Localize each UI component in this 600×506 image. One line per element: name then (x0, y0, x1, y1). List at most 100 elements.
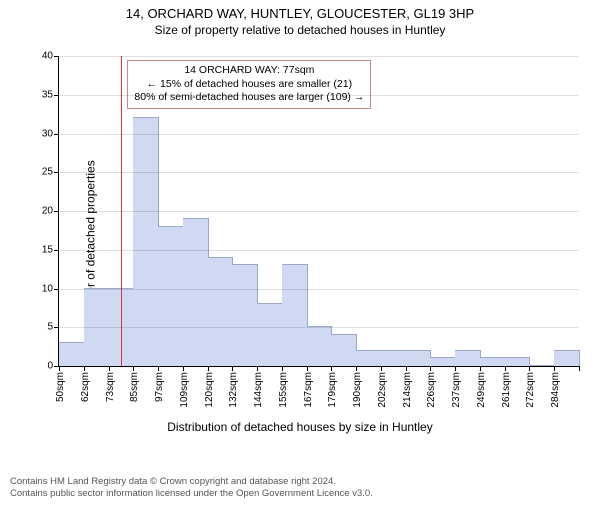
xtick-mark (356, 366, 357, 371)
histogram-bar (133, 117, 159, 366)
xtick-mark (282, 366, 283, 371)
callout-line: 14 ORCHARD WAY: 77sqm (134, 64, 364, 78)
ytick-mark (54, 211, 59, 212)
attribution-line: Contains HM Land Registry data © Crown c… (10, 476, 373, 488)
gridline (59, 327, 579, 328)
histogram-bar (455, 350, 481, 367)
xtick-label: 62sqm (80, 372, 91, 402)
chart-title: 14, ORCHARD WAY, HUNTLEY, GLOUCESTER, GL… (0, 6, 600, 21)
histogram-bar (59, 342, 85, 366)
xtick-label: 50sqm (55, 372, 66, 402)
histogram-bar (183, 218, 209, 366)
xtick-mark (84, 366, 85, 371)
xtick-mark (307, 366, 308, 371)
xtick-label: 85sqm (129, 372, 140, 402)
gridline (59, 172, 579, 173)
chart-container: 14, ORCHARD WAY, HUNTLEY, GLOUCESTER, GL… (0, 6, 600, 506)
histogram-bar (257, 303, 283, 366)
callout-line: 80% of semi-detached houses are larger (… (134, 91, 364, 105)
histogram-bar (381, 350, 407, 367)
xtick-label: 214sqm (402, 372, 413, 408)
xtick-label: 167sqm (303, 372, 314, 408)
chart-wrap: Number of detached properties 14 ORCHARD… (0, 48, 600, 438)
xtick-label: 202sqm (377, 372, 388, 408)
xtick-mark (183, 366, 184, 371)
xtick-mark (208, 366, 209, 371)
ytick-mark (54, 250, 59, 251)
histogram-bar (406, 350, 432, 367)
xtick-mark (430, 366, 431, 371)
histogram-bar (208, 257, 234, 367)
ytick-mark (54, 172, 59, 173)
chart-subtitle: Size of property relative to detached ho… (0, 23, 600, 37)
ytick-mark (54, 289, 59, 290)
histogram-bar (232, 264, 258, 366)
ytick-mark (54, 56, 59, 57)
xtick-mark (109, 366, 110, 371)
gridline (59, 250, 579, 251)
xtick-mark (257, 366, 258, 371)
xtick-label: 109sqm (179, 372, 190, 408)
histogram-bar (331, 334, 357, 366)
callout-box: 14 ORCHARD WAY: 77sqm ← 15% of detached … (127, 60, 371, 109)
ytick-label: 10 (42, 283, 53, 294)
ytick-label: 20 (42, 206, 53, 217)
gridline (59, 211, 579, 212)
xtick-label: 144sqm (253, 372, 264, 408)
ytick-mark (54, 327, 59, 328)
ytick-label: 40 (42, 51, 53, 62)
xtick-label: 73sqm (105, 372, 116, 402)
histogram-bar (158, 226, 184, 367)
gridline (59, 56, 579, 57)
xtick-label: 226sqm (426, 372, 437, 408)
xtick-mark (529, 366, 530, 371)
histogram-bar (529, 365, 555, 366)
xtick-mark (554, 366, 555, 371)
gridline (59, 95, 579, 96)
xtick-mark (59, 366, 60, 371)
ytick-label: 30 (42, 128, 53, 139)
ytick-label: 0 (47, 361, 53, 372)
xtick-label: 190sqm (352, 372, 363, 408)
histogram-bar (356, 350, 382, 367)
xtick-label: 132sqm (228, 372, 239, 408)
xtick-mark (232, 366, 233, 371)
ytick-label: 15 (42, 244, 53, 255)
histogram-bar (480, 357, 506, 366)
histogram-bar (430, 357, 456, 366)
x-axis-label: Distribution of detached houses by size … (0, 420, 600, 434)
xtick-label: 272sqm (525, 372, 536, 408)
histogram-bar (282, 264, 308, 366)
callout-line: ← 15% of detached houses are smaller (21… (134, 78, 364, 92)
ytick-label: 35 (42, 89, 53, 100)
xtick-label: 120sqm (204, 372, 215, 408)
histogram-bar (554, 350, 580, 367)
xtick-label: 179sqm (327, 372, 338, 408)
xtick-label: 237sqm (451, 372, 462, 408)
xtick-mark (579, 366, 580, 371)
xtick-mark (406, 366, 407, 371)
xtick-label: 155sqm (278, 372, 289, 408)
xtick-mark (480, 366, 481, 371)
xtick-mark (381, 366, 382, 371)
gridline (59, 134, 579, 135)
xtick-label: 97sqm (154, 372, 165, 402)
xtick-mark (455, 366, 456, 371)
ytick-mark (54, 95, 59, 96)
xtick-mark (505, 366, 506, 371)
xtick-label: 261sqm (501, 372, 512, 408)
xtick-mark (158, 366, 159, 371)
ytick-label: 25 (42, 167, 53, 178)
histogram-bar (307, 326, 333, 366)
xtick-label: 284sqm (550, 372, 561, 408)
plot-area: 14 ORCHARD WAY: 77sqm ← 15% of detached … (58, 56, 579, 367)
xtick-label: 249sqm (476, 372, 487, 408)
attribution: Contains HM Land Registry data © Crown c… (10, 476, 373, 500)
ytick-label: 5 (47, 322, 53, 333)
histogram-bar (505, 357, 531, 366)
xtick-mark (133, 366, 134, 371)
attribution-line: Contains public sector information licen… (10, 488, 373, 500)
ytick-mark (54, 134, 59, 135)
xtick-mark (331, 366, 332, 371)
gridline (59, 289, 579, 290)
